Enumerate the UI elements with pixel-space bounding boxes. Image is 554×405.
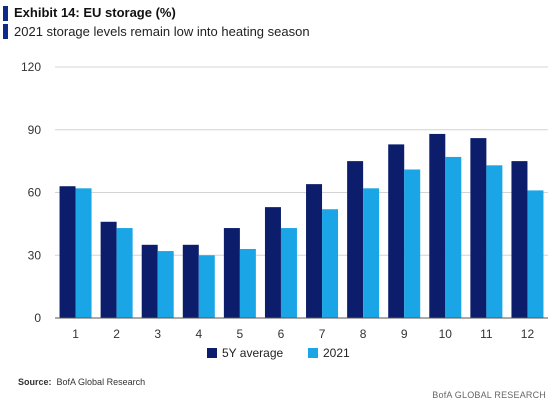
source-text: BofA Global Research <box>56 377 146 387</box>
bar-2021 <box>198 255 215 318</box>
x-tick-label: 3 <box>154 327 161 341</box>
x-tick-label: 6 <box>278 327 285 341</box>
x-tick-label: 7 <box>319 327 326 341</box>
x-tick-label: 11 <box>480 327 493 341</box>
x-tick-label: 10 <box>439 327 453 341</box>
bar-2021 <box>486 165 503 318</box>
x-tick-label: 4 <box>195 327 202 341</box>
bar-5y-average <box>223 228 240 318</box>
bar-5y-average <box>100 221 117 318</box>
bar-5y-average <box>59 186 76 318</box>
bar-5y-average <box>388 144 405 318</box>
chart-title: Exhibit 14: EU storage (%) <box>14 5 176 20</box>
x-tick-label: 12 <box>521 327 535 341</box>
x-tick-label: 5 <box>237 327 244 341</box>
bar-2021 <box>445 156 462 318</box>
bar-2021 <box>280 228 297 318</box>
title-accent-bar <box>3 6 8 21</box>
bar-2021 <box>75 188 92 318</box>
bar-5y-average <box>306 184 323 318</box>
bar-5y-average <box>347 161 364 318</box>
bar-2021 <box>363 188 380 318</box>
subtitle-accent-bar <box>3 24 8 39</box>
bar-5y-average <box>511 161 528 318</box>
bar-2021 <box>322 209 339 318</box>
bar-5y-average <box>182 244 199 318</box>
bar-2021 <box>157 251 174 318</box>
bar-5y-average <box>470 138 487 318</box>
legend-label: 5Y average <box>222 346 283 360</box>
y-tick-label: 60 <box>28 186 42 200</box>
y-tick-label: 120 <box>21 60 41 74</box>
bar-5y-average <box>141 244 158 318</box>
x-tick-label: 9 <box>401 327 408 341</box>
chart-subtitle: 2021 storage levels remain low into heat… <box>14 24 310 39</box>
bar-2021 <box>116 228 133 318</box>
bar-2021 <box>404 169 421 318</box>
source-label: Source: <box>18 377 52 387</box>
source-note: Source: BofA Global Research <box>18 377 145 387</box>
y-tick-label: 90 <box>28 123 42 137</box>
bar-5y-average <box>264 207 281 318</box>
legend-swatch <box>207 348 217 358</box>
bar-2021 <box>527 190 544 318</box>
legend-label: 2021 <box>323 346 350 360</box>
x-tick-label: 2 <box>113 327 120 341</box>
legend-swatch <box>308 348 318 358</box>
y-tick-label: 30 <box>28 248 42 262</box>
y-tick-label: 0 <box>34 311 41 325</box>
x-tick-label: 1 <box>72 327 79 341</box>
bar-5y-average <box>429 133 446 318</box>
watermark: BofA GLOBAL RESEARCH <box>432 390 546 400</box>
x-tick-label: 8 <box>360 327 367 341</box>
bar-2021 <box>239 248 256 318</box>
